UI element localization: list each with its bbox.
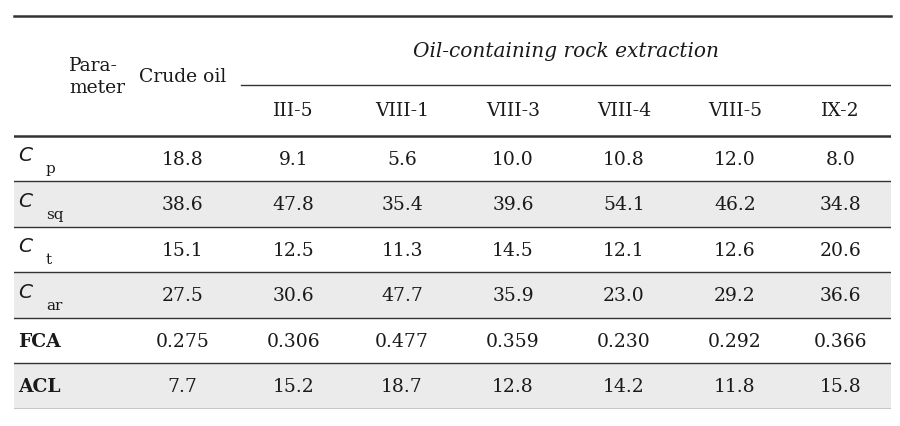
Text: 10.8: 10.8 bbox=[603, 150, 645, 168]
Text: 0.275: 0.275 bbox=[156, 332, 210, 350]
Text: 30.6: 30.6 bbox=[273, 287, 314, 305]
Text: 35.9: 35.9 bbox=[492, 287, 534, 305]
Text: 29.2: 29.2 bbox=[715, 287, 756, 305]
Text: Para-
meter: Para- meter bbox=[69, 57, 125, 97]
Text: 12.0: 12.0 bbox=[715, 150, 756, 168]
Bar bbox=[14, 273, 891, 318]
Text: ar: ar bbox=[46, 298, 62, 312]
Text: VIII-4: VIII-4 bbox=[597, 102, 651, 120]
Text: 12.5: 12.5 bbox=[273, 241, 314, 259]
Text: 5.6: 5.6 bbox=[387, 150, 417, 168]
Text: 0.292: 0.292 bbox=[708, 332, 762, 350]
Text: 12.1: 12.1 bbox=[603, 241, 645, 259]
Text: 0.477: 0.477 bbox=[375, 332, 429, 350]
Text: 0.230: 0.230 bbox=[598, 332, 651, 350]
Text: 54.1: 54.1 bbox=[603, 196, 645, 214]
Text: 0.359: 0.359 bbox=[486, 332, 540, 350]
Text: 0.366: 0.366 bbox=[814, 332, 868, 350]
Text: 15.8: 15.8 bbox=[820, 377, 861, 395]
Text: 14.2: 14.2 bbox=[603, 377, 645, 395]
Text: 27.5: 27.5 bbox=[162, 287, 203, 305]
Text: ACL: ACL bbox=[18, 377, 60, 395]
Text: 18.7: 18.7 bbox=[382, 377, 423, 395]
Text: Crude oil: Crude oil bbox=[139, 68, 226, 86]
Text: $\mathit{C}$: $\mathit{C}$ bbox=[18, 282, 34, 301]
Text: 47.7: 47.7 bbox=[381, 287, 423, 305]
Text: FCA: FCA bbox=[18, 332, 60, 350]
Text: VIII-5: VIII-5 bbox=[708, 102, 762, 120]
Text: 15.1: 15.1 bbox=[162, 241, 203, 259]
Text: VIII-3: VIII-3 bbox=[486, 102, 540, 120]
Text: 0.306: 0.306 bbox=[267, 332, 320, 350]
Text: 12.6: 12.6 bbox=[715, 241, 756, 259]
Text: $\mathit{C}$: $\mathit{C}$ bbox=[18, 191, 34, 210]
Text: p: p bbox=[46, 162, 56, 176]
Text: 8.0: 8.0 bbox=[826, 150, 856, 168]
Text: 20.6: 20.6 bbox=[820, 241, 861, 259]
Text: 7.7: 7.7 bbox=[167, 377, 198, 395]
Text: 39.6: 39.6 bbox=[492, 196, 534, 214]
Text: $\mathit{C}$: $\mathit{C}$ bbox=[18, 146, 34, 165]
Text: 38.6: 38.6 bbox=[162, 196, 203, 214]
Text: 23.0: 23.0 bbox=[603, 287, 645, 305]
Text: 11.8: 11.8 bbox=[715, 377, 756, 395]
Text: 15.2: 15.2 bbox=[273, 377, 314, 395]
Text: 9.1: 9.1 bbox=[279, 150, 309, 168]
Text: 12.8: 12.8 bbox=[492, 377, 534, 395]
Text: 10.0: 10.0 bbox=[492, 150, 534, 168]
Text: 14.5: 14.5 bbox=[492, 241, 534, 259]
Text: Oil-containing rock extraction: Oil-containing rock extraction bbox=[413, 42, 719, 61]
Text: III-5: III-5 bbox=[274, 102, 314, 120]
Text: VIII-1: VIII-1 bbox=[375, 102, 429, 120]
Text: 47.8: 47.8 bbox=[273, 196, 315, 214]
Text: t: t bbox=[46, 253, 52, 267]
Text: 36.6: 36.6 bbox=[820, 287, 861, 305]
Text: 18.8: 18.8 bbox=[162, 150, 203, 168]
Text: IX-2: IX-2 bbox=[822, 102, 860, 120]
Text: 34.8: 34.8 bbox=[820, 196, 861, 214]
Bar bbox=[14, 182, 891, 227]
Text: 35.4: 35.4 bbox=[382, 196, 423, 214]
Text: $\mathit{C}$: $\mathit{C}$ bbox=[18, 237, 34, 256]
Bar bbox=[14, 363, 891, 409]
Text: 46.2: 46.2 bbox=[715, 196, 756, 214]
Text: sq: sq bbox=[46, 207, 64, 222]
Text: 11.3: 11.3 bbox=[382, 241, 423, 259]
